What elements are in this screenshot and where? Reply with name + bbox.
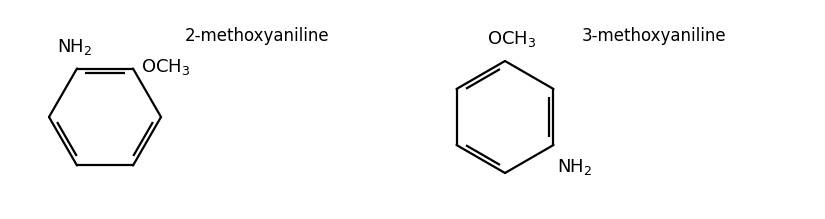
Text: OCH$_3$: OCH$_3$ xyxy=(487,29,536,49)
Text: NH$_2$: NH$_2$ xyxy=(58,37,92,57)
Text: OCH$_3$: OCH$_3$ xyxy=(141,57,191,76)
Text: 2-methoxyaniline: 2-methoxyaniline xyxy=(185,27,330,45)
Text: NH$_2$: NH$_2$ xyxy=(558,157,593,177)
Text: 3-methoxyaniline: 3-methoxyaniline xyxy=(582,27,727,45)
